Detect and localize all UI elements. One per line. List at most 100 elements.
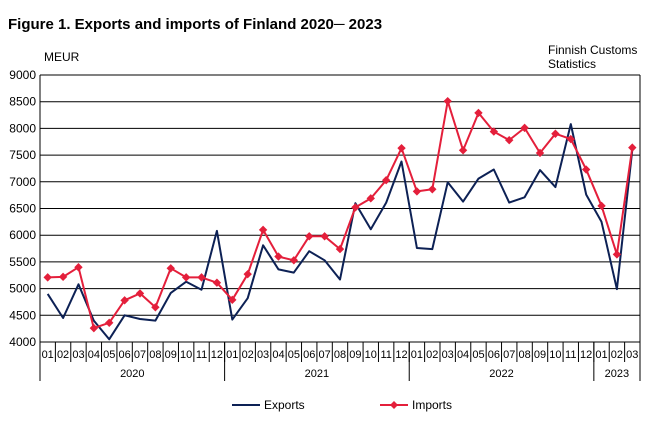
data-point-imports (151, 303, 160, 312)
data-point-imports (166, 264, 175, 273)
data-point-imports (474, 108, 483, 118)
data-point-imports (274, 252, 283, 261)
data-point-imports (335, 244, 345, 254)
x-tick-label-year: 2021 (305, 368, 329, 380)
data-point-imports (228, 295, 237, 305)
x-tick-label-month: 05 (288, 349, 300, 361)
x-tick-label-month: 06 (118, 349, 130, 361)
data-point-imports (43, 273, 52, 282)
data-point-imports (551, 129, 560, 138)
x-tick-label-month: 02 (611, 349, 623, 361)
data-point-imports (443, 96, 452, 106)
x-tick-label-month: 08 (518, 349, 530, 361)
data-point-imports (535, 148, 545, 158)
data-point-imports (612, 250, 622, 259)
x-tick-label-month: 04 (272, 349, 284, 361)
legend-label-exports: Exports (264, 398, 305, 412)
x-tick-label-month: 07 (318, 349, 330, 361)
x-tick-label-month: 07 (503, 349, 515, 361)
y-tick-label: 4000 (9, 335, 36, 349)
data-point-imports (412, 187, 422, 196)
y-tick-label: 6500 (9, 202, 36, 216)
source-note: Finnish Customs Statistics (548, 43, 637, 71)
data-point-imports (197, 273, 206, 282)
x-tick-label-month: 03 (257, 349, 269, 361)
x-tick-label-month: 02 (242, 349, 254, 361)
data-point-imports (289, 256, 299, 265)
data-point-imports (397, 143, 406, 153)
data-point-imports (120, 296, 129, 305)
data-point-imports (505, 135, 514, 145)
data-point-imports (520, 123, 529, 133)
x-tick-label-year: 2020 (120, 368, 144, 380)
x-tick-label-month: 12 (395, 349, 407, 361)
data-point-imports (351, 203, 360, 212)
data-point-imports (581, 165, 591, 174)
data-point-imports (320, 232, 329, 241)
data-point-imports (597, 201, 606, 211)
y-tick-label: 4500 (9, 308, 36, 322)
x-tick-label-month: 11 (565, 349, 576, 361)
y-tick-label: 5500 (9, 255, 36, 269)
y-tick-label: 5000 (9, 282, 36, 296)
legend-label-imports: Imports (412, 398, 453, 412)
x-tick-label-month: 05 (103, 349, 115, 361)
x-tick-label-month: 11 (196, 349, 207, 361)
y-tick-label: 6000 (9, 228, 36, 242)
x-tick-label-month: 01 (595, 349, 607, 361)
x-tick-label-month: 02 (426, 349, 438, 361)
data-point-imports (305, 232, 314, 241)
x-tick-label-month: 12 (580, 349, 592, 361)
data-point-imports (628, 143, 637, 152)
x-tick-label-month: 09 (165, 349, 177, 361)
x-tick-label-month: 01 (42, 349, 54, 361)
y-tick-label: 7000 (9, 175, 36, 189)
x-tick-label-month: 05 (472, 349, 484, 361)
data-point-imports (458, 146, 468, 155)
x-tick-label-year: 2023 (605, 368, 629, 380)
data-point-imports (428, 185, 437, 194)
x-tick-label-year: 2022 (489, 368, 513, 380)
data-point-imports (58, 272, 68, 282)
x-tick-label-month: 01 (411, 349, 423, 361)
x-tick-label-month: 11 (380, 349, 391, 361)
x-tick-label-month: 10 (365, 349, 377, 361)
legend-item-imports: Imports (380, 398, 452, 412)
data-point-imports (135, 289, 145, 298)
chart-title: Figure 1. Exports and imports of Finland… (8, 16, 383, 33)
data-point-imports (489, 127, 499, 136)
x-tick-label-month: 10 (549, 349, 561, 361)
y-tick-label: 7500 (9, 148, 36, 162)
legend-swatch-exports (232, 404, 260, 406)
legend-swatch-imports (380, 401, 408, 409)
data-point-imports (366, 194, 375, 203)
data-point-imports (74, 263, 83, 272)
series-line-exports (46, 123, 634, 341)
x-tick-label-month: 06 (488, 349, 500, 361)
data-point-imports (105, 318, 114, 327)
source-line-1: Finnish Customs (548, 43, 638, 57)
data-point-imports (566, 134, 575, 144)
y-tick-label: 9000 (9, 68, 36, 82)
x-tick-label-month: 03 (72, 349, 84, 361)
x-tick-label-month: 03 (626, 349, 638, 361)
data-point-imports (89, 323, 99, 333)
x-tick-label-month: 12 (211, 349, 223, 361)
x-tick-label-month: 10 (180, 349, 192, 361)
data-point-imports (181, 273, 191, 282)
data-point-imports (258, 225, 268, 235)
x-tick-label-month: 02 (57, 349, 69, 361)
y-tick-label: 8500 (9, 95, 36, 109)
x-tick-label-month: 07 (134, 349, 146, 361)
y-axis-unit-label: MEUR (44, 50, 80, 64)
x-tick-label-month: 01 (226, 349, 238, 361)
data-point-imports (212, 278, 222, 287)
x-tick-label-month: 06 (303, 349, 315, 361)
data-point-imports (381, 175, 391, 185)
x-tick-label-month: 04 (457, 349, 469, 361)
legend-item-exports: Exports (232, 398, 305, 412)
x-tick-label-month: 09 (349, 349, 361, 361)
source-line-2: Statistics (548, 57, 597, 71)
y-tick-label: 8000 (9, 121, 36, 135)
